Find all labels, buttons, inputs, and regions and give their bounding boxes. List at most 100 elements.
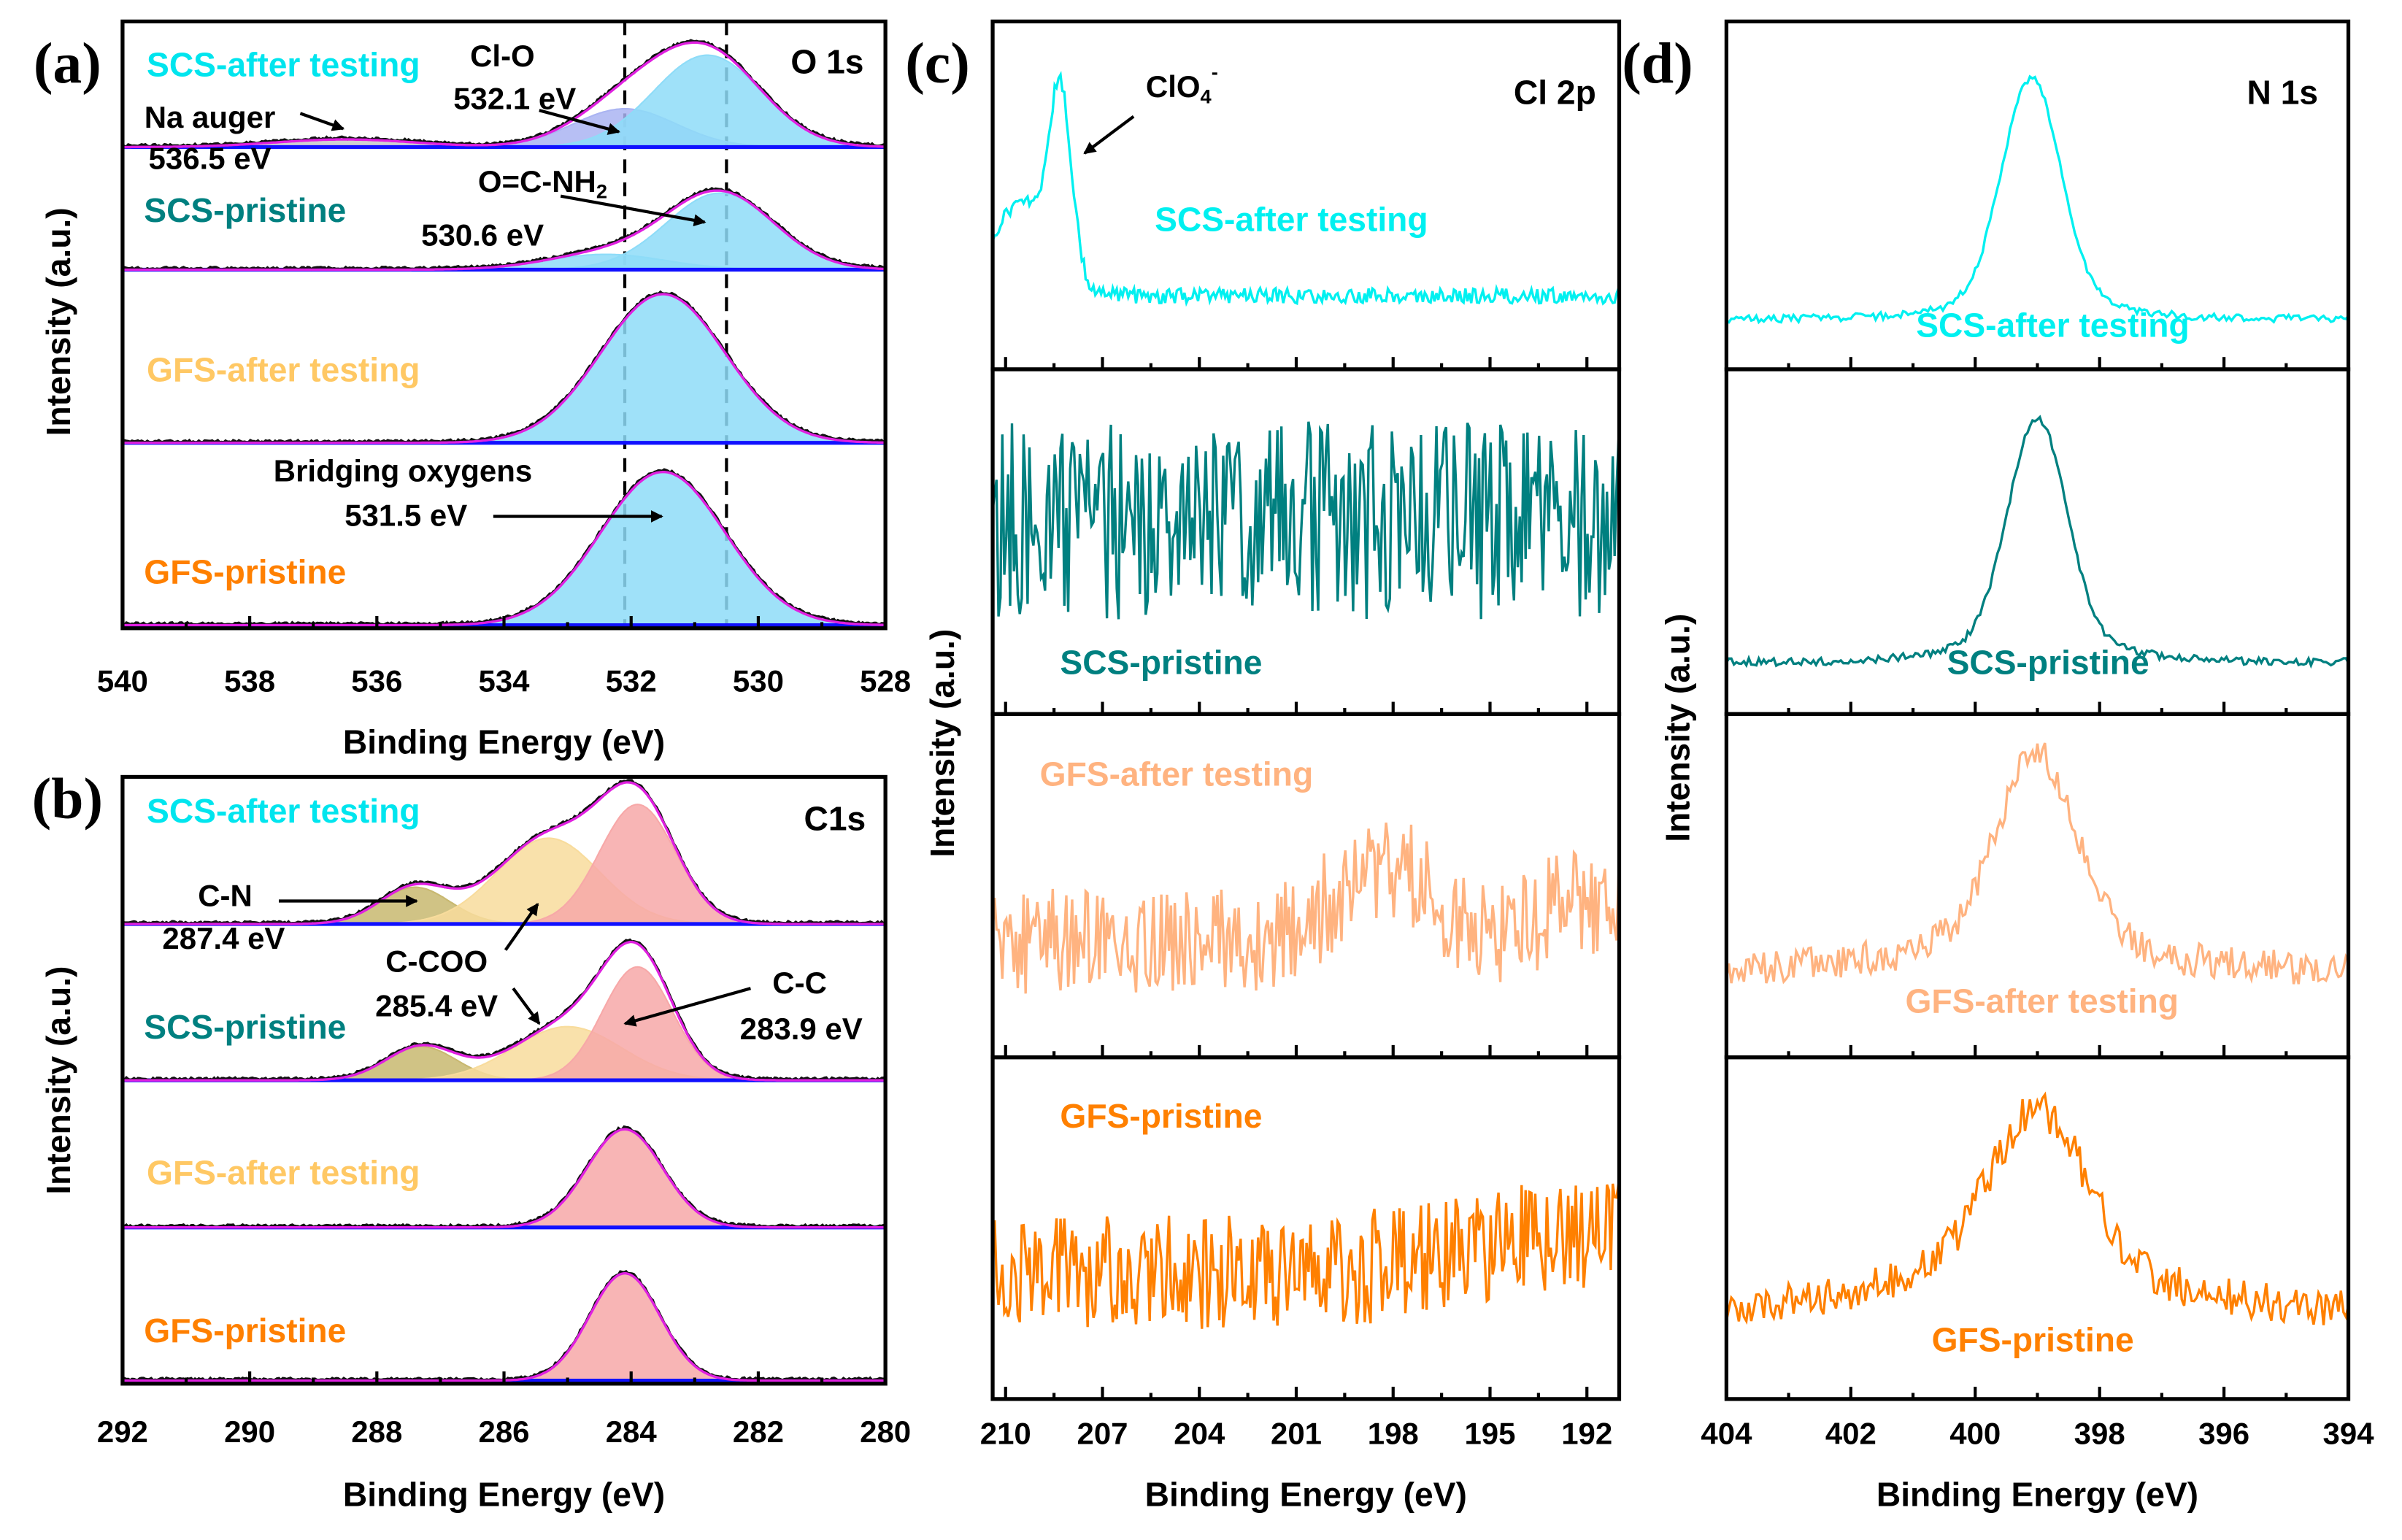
x-tick-label: 398 [2074, 1416, 2125, 1450]
x-tick-label: 538 [224, 663, 275, 698]
annotation-subscript: 4 [1201, 85, 1212, 108]
annotation-text: 287.4 eV [162, 921, 285, 955]
annotation-arrow [504, 902, 539, 951]
x-tick-label: 290 [224, 1414, 275, 1449]
series-label: GFS-after testing [147, 1154, 420, 1192]
panel-a: SCS-after testing SCS-pristine GFS-after t… [34, 19, 911, 761]
annotation-text: 531.5 eV [344, 498, 467, 533]
panel-d: SCS-after testing SCS-pristine GFS-after t… [1622, 19, 2375, 1513]
x-tick-label: 288 [351, 1414, 402, 1449]
panel-c: SCS-after testing SCS-pristine GFS-after t… [905, 19, 1622, 1513]
spectrum-line [1726, 742, 2349, 985]
x-tick-label: 207 [1077, 1416, 1128, 1450]
x-axis-label: Binding Energy (eV) [1876, 1475, 2198, 1513]
x-tick-label: 286 [479, 1414, 530, 1449]
x-tick-label: 540 [97, 663, 148, 698]
annotation: C-N [198, 878, 253, 912]
annotation-text: Bridging oxygens [274, 454, 532, 488]
annotation: 532.1 eV [453, 82, 576, 116]
x-tick-label: 284 [606, 1414, 658, 1449]
annotation: 287.4 eV [162, 921, 285, 955]
x-tick-label: 394 [2323, 1416, 2375, 1450]
annotation: C-C [772, 966, 827, 1000]
annotation: Cl-O [470, 39, 535, 73]
series-label: SCS-after testing [1155, 201, 1428, 239]
annotation-subscript: 2 [596, 180, 607, 203]
annotation-arrow [512, 987, 541, 1025]
x-tick-label: 402 [1825, 1416, 1876, 1450]
annotation-text: Cl-O [470, 39, 535, 73]
series-label: GFS-pristine [144, 1312, 346, 1350]
series-label: SCS-pristine [144, 1008, 346, 1046]
fitted-envelope [122, 781, 886, 925]
annotation-text: O=C-NH [478, 164, 596, 199]
panel-title: O 1s [790, 42, 863, 80]
y-axis-label: Intensity (a.u.) [39, 207, 77, 436]
panel-title: C1s [804, 800, 866, 838]
series-label: SCS-after testing [147, 46, 420, 84]
spectrum-line [1726, 74, 2349, 325]
series-label: SCS-after testing [1916, 306, 2190, 344]
panel-letter: (d) [1622, 31, 1693, 96]
series-label: GFS-pristine [1932, 1320, 2134, 1358]
x-tick-label: 292 [97, 1414, 148, 1449]
annotation-text: C-C [772, 966, 827, 1000]
panel-letter: (b) [32, 767, 103, 831]
x-tick-label: 198 [1368, 1416, 1419, 1450]
annotation-superscript: - [1212, 61, 1218, 83]
annotation-arrow [299, 112, 345, 131]
y-axis-label: Intensity (a.u.) [923, 629, 961, 858]
spectrum-line [993, 1183, 1620, 1329]
x-tick-label: 534 [479, 663, 531, 698]
plot-area [993, 71, 1620, 1329]
panel-title: Cl 2p [1514, 73, 1596, 111]
x-tick-label: 201 [1271, 1416, 1322, 1450]
series-label: GFS-after testing [1040, 755, 1313, 793]
x-tick-label: 404 [1701, 1416, 1752, 1450]
fitted-envelope [122, 293, 886, 444]
annotation: Bridging oxygens [274, 454, 532, 488]
annotation: 536.5 eV [149, 142, 272, 176]
series-label: SCS-pristine [1060, 643, 1262, 681]
spectrum-line [993, 71, 1620, 307]
spectrum-line [993, 421, 1620, 620]
spectrum-line [993, 823, 1620, 994]
series-label: SCS-after testing [147, 792, 420, 830]
plot-area [122, 779, 886, 1383]
annotation-arrow [623, 987, 752, 1027]
x-tick-label: 532 [606, 663, 657, 698]
annotation-arrow [1083, 115, 1135, 155]
x-tick-label: 282 [733, 1414, 784, 1449]
series-label: SCS-pristine [1947, 643, 2149, 681]
annotation-arrow [539, 109, 620, 135]
series-label: GFS-pristine [144, 553, 346, 591]
component-peak [122, 471, 886, 626]
annotation-text: 283.9 eV [740, 1012, 863, 1046]
x-tick-label: 528 [860, 663, 911, 698]
annotation-text: 532.1 eV [453, 82, 576, 116]
annotation: 530.6 eV [421, 218, 544, 253]
series-label: GFS-pristine [1060, 1097, 1262, 1135]
x-tick-label: 536 [351, 663, 402, 698]
annotation-text: 536.5 eV [149, 142, 272, 176]
y-axis-label: Intensity (a.u.) [1659, 614, 1697, 842]
annotation-text: 530.6 eV [421, 218, 544, 253]
x-tick-label: 192 [1561, 1416, 1612, 1450]
annotation-text: C-COO [385, 944, 488, 979]
annotation-text: C-N [198, 878, 253, 912]
annotation-text: ClO [1146, 69, 1201, 104]
x-tick-label: 195 [1464, 1416, 1515, 1450]
series-label: GFS-after testing [147, 350, 420, 388]
annotation: ClO4- [1146, 61, 1218, 108]
panel-letter: (c) [905, 31, 970, 96]
annotation-text: 285.4 eV [375, 989, 498, 1023]
fitted-envelope [122, 41, 886, 149]
x-tick-label: 530 [733, 663, 784, 698]
fitted-envelope [122, 189, 886, 272]
fitted-envelope [122, 940, 886, 1082]
annotation: Na auger [145, 100, 276, 134]
fitted-envelope [122, 1128, 886, 1229]
spectrum-line [1726, 1091, 2349, 1325]
panel-letter: (a) [34, 31, 101, 96]
annotation: 531.5 eV [344, 498, 467, 533]
